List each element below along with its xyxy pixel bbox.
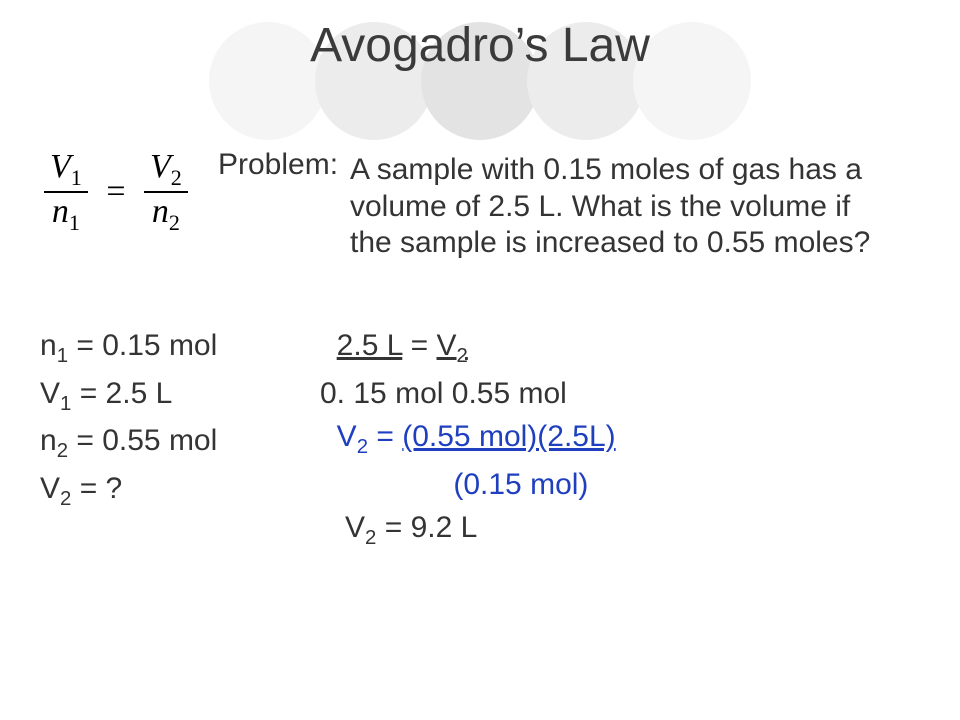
solution-work: 2.5 L = V2 0. 15 mol 0.55 mol V2 = (0.55…	[320, 324, 616, 554]
work-row-2: 0. 15 mol 0.55 mol	[320, 372, 616, 416]
given-n1: n1 = 0.15 mol	[40, 324, 217, 372]
work-row-5: V2 = 9.2 L	[320, 506, 616, 554]
given-v1: V1 = 2.5 L	[40, 372, 217, 420]
work-row-4: (0.15 mol)	[320, 463, 616, 507]
work-row-1: 2.5 L = V2	[320, 324, 616, 372]
slide: Avogadro’s Law V1 n1 = V2 n2 Problem: A …	[0, 0, 960, 720]
given-values: n1 = 0.15 mol V1 = 2.5 L n2 = 0.55 mol V…	[40, 324, 217, 514]
page-title: Avogadro’s Law	[0, 18, 960, 73]
avogadro-formula: V1 n1 = V2 n2	[40, 150, 192, 234]
problem-label: Problem:	[218, 148, 338, 182]
work-row-3: V2 = (0.55 mol)(2.5L)	[320, 415, 616, 463]
problem-text: A sample with 0.15 moles of gas has a vo…	[350, 152, 890, 262]
given-n2: n2 = 0.55 mol	[40, 419, 217, 467]
given-v2: V2 = ?	[40, 467, 217, 515]
